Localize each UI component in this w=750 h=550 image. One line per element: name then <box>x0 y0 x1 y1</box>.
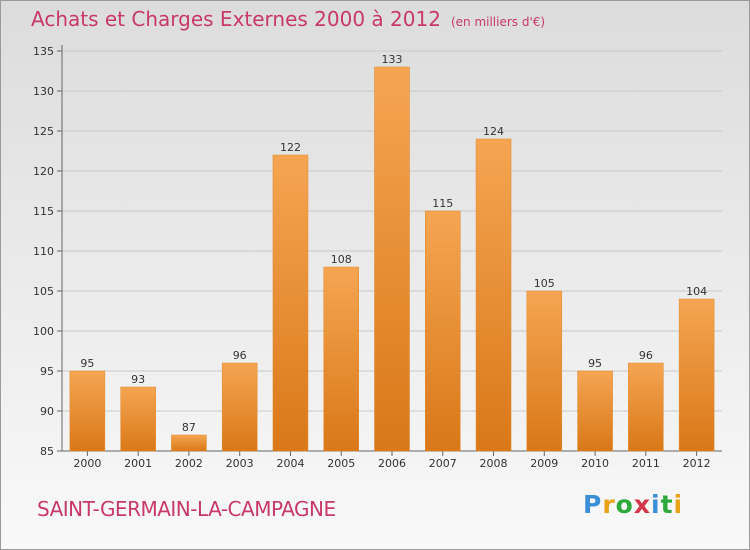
bar-2004 <box>272 154 309 452</box>
logo-letter: i <box>673 490 684 519</box>
y-tick-label: 90 <box>40 405 54 418</box>
place-name: SAINT-GERMAIN-LA-CAMPAGNE <box>37 497 336 521</box>
bar-value-label: 105 <box>534 277 555 290</box>
bar-value-label: 93 <box>131 373 145 386</box>
x-tick-label: 2006 <box>378 457 406 470</box>
logo-letter: o <box>615 490 634 519</box>
y-tick-label: 100 <box>33 325 54 338</box>
logo-letter: x <box>633 490 651 519</box>
bar-value-label: 87 <box>182 421 196 434</box>
x-tick-label: 2004 <box>276 457 304 470</box>
bar-2008 <box>475 138 512 452</box>
bar-value-label: 96 <box>639 349 653 362</box>
logo-letter: r <box>602 490 616 519</box>
bar-value-label: 133 <box>382 53 403 66</box>
chart-unit: (en milliers d'€) <box>450 15 546 29</box>
x-tick-label: 2001 <box>124 457 152 470</box>
x-tick-label: 2008 <box>480 457 508 470</box>
bar-2005 <box>323 266 359 452</box>
bar-value-label: 122 <box>280 141 301 154</box>
bar-2002 <box>171 434 207 452</box>
proxiti-logo: Proxiti <box>583 490 683 519</box>
bar-2012 <box>678 298 715 452</box>
bar-value-label: 108 <box>331 253 352 266</box>
bar-2001 <box>120 386 156 452</box>
bar-2010 <box>577 370 613 452</box>
x-tick-label: 2012 <box>683 457 711 470</box>
bar-2007 <box>425 210 461 452</box>
x-tick-label: 2002 <box>175 457 203 470</box>
bar-2009 <box>526 290 563 452</box>
y-tick-label: 105 <box>33 285 54 298</box>
y-tick-label: 120 <box>33 165 54 178</box>
logo-letter: t <box>660 490 674 519</box>
y-tick-label: 135 <box>33 45 54 58</box>
x-tick-label: 2010 <box>581 457 609 470</box>
bar-value-label: 95 <box>588 357 602 370</box>
x-tick-label: 2007 <box>429 457 457 470</box>
y-tick-label: 85 <box>40 445 54 458</box>
logo-letter: P <box>583 490 603 519</box>
x-tick-label: 2011 <box>632 457 660 470</box>
bar-value-label: 104 <box>686 285 707 298</box>
logo-letter: i <box>651 490 661 519</box>
bar-2000 <box>69 370 106 452</box>
bar-value-label: 115 <box>432 197 453 210</box>
bar-value-label: 96 <box>233 349 247 362</box>
x-tick-label: 2009 <box>530 457 558 470</box>
y-tick-label: 125 <box>33 125 54 138</box>
bar-2006 <box>374 66 410 452</box>
x-tick-label: 2003 <box>226 457 254 470</box>
bar-value-label: 95 <box>80 357 94 370</box>
bar-2011 <box>628 362 664 452</box>
bar-value-label: 124 <box>483 125 504 138</box>
chart-title: Achats et Charges Externes 2000 à 2012 (e… <box>31 7 545 31</box>
x-tick-label: 2000 <box>73 457 101 470</box>
y-tick-label: 95 <box>40 365 54 378</box>
y-tick-label: 110 <box>33 245 54 258</box>
y-tick-label: 130 <box>33 85 54 98</box>
bar-2003 <box>221 362 258 452</box>
y-tick-label: 115 <box>33 205 54 218</box>
chart-title-text: Achats et Charges Externes 2000 à 2012 <box>31 7 441 31</box>
x-tick-label: 2005 <box>327 457 355 470</box>
